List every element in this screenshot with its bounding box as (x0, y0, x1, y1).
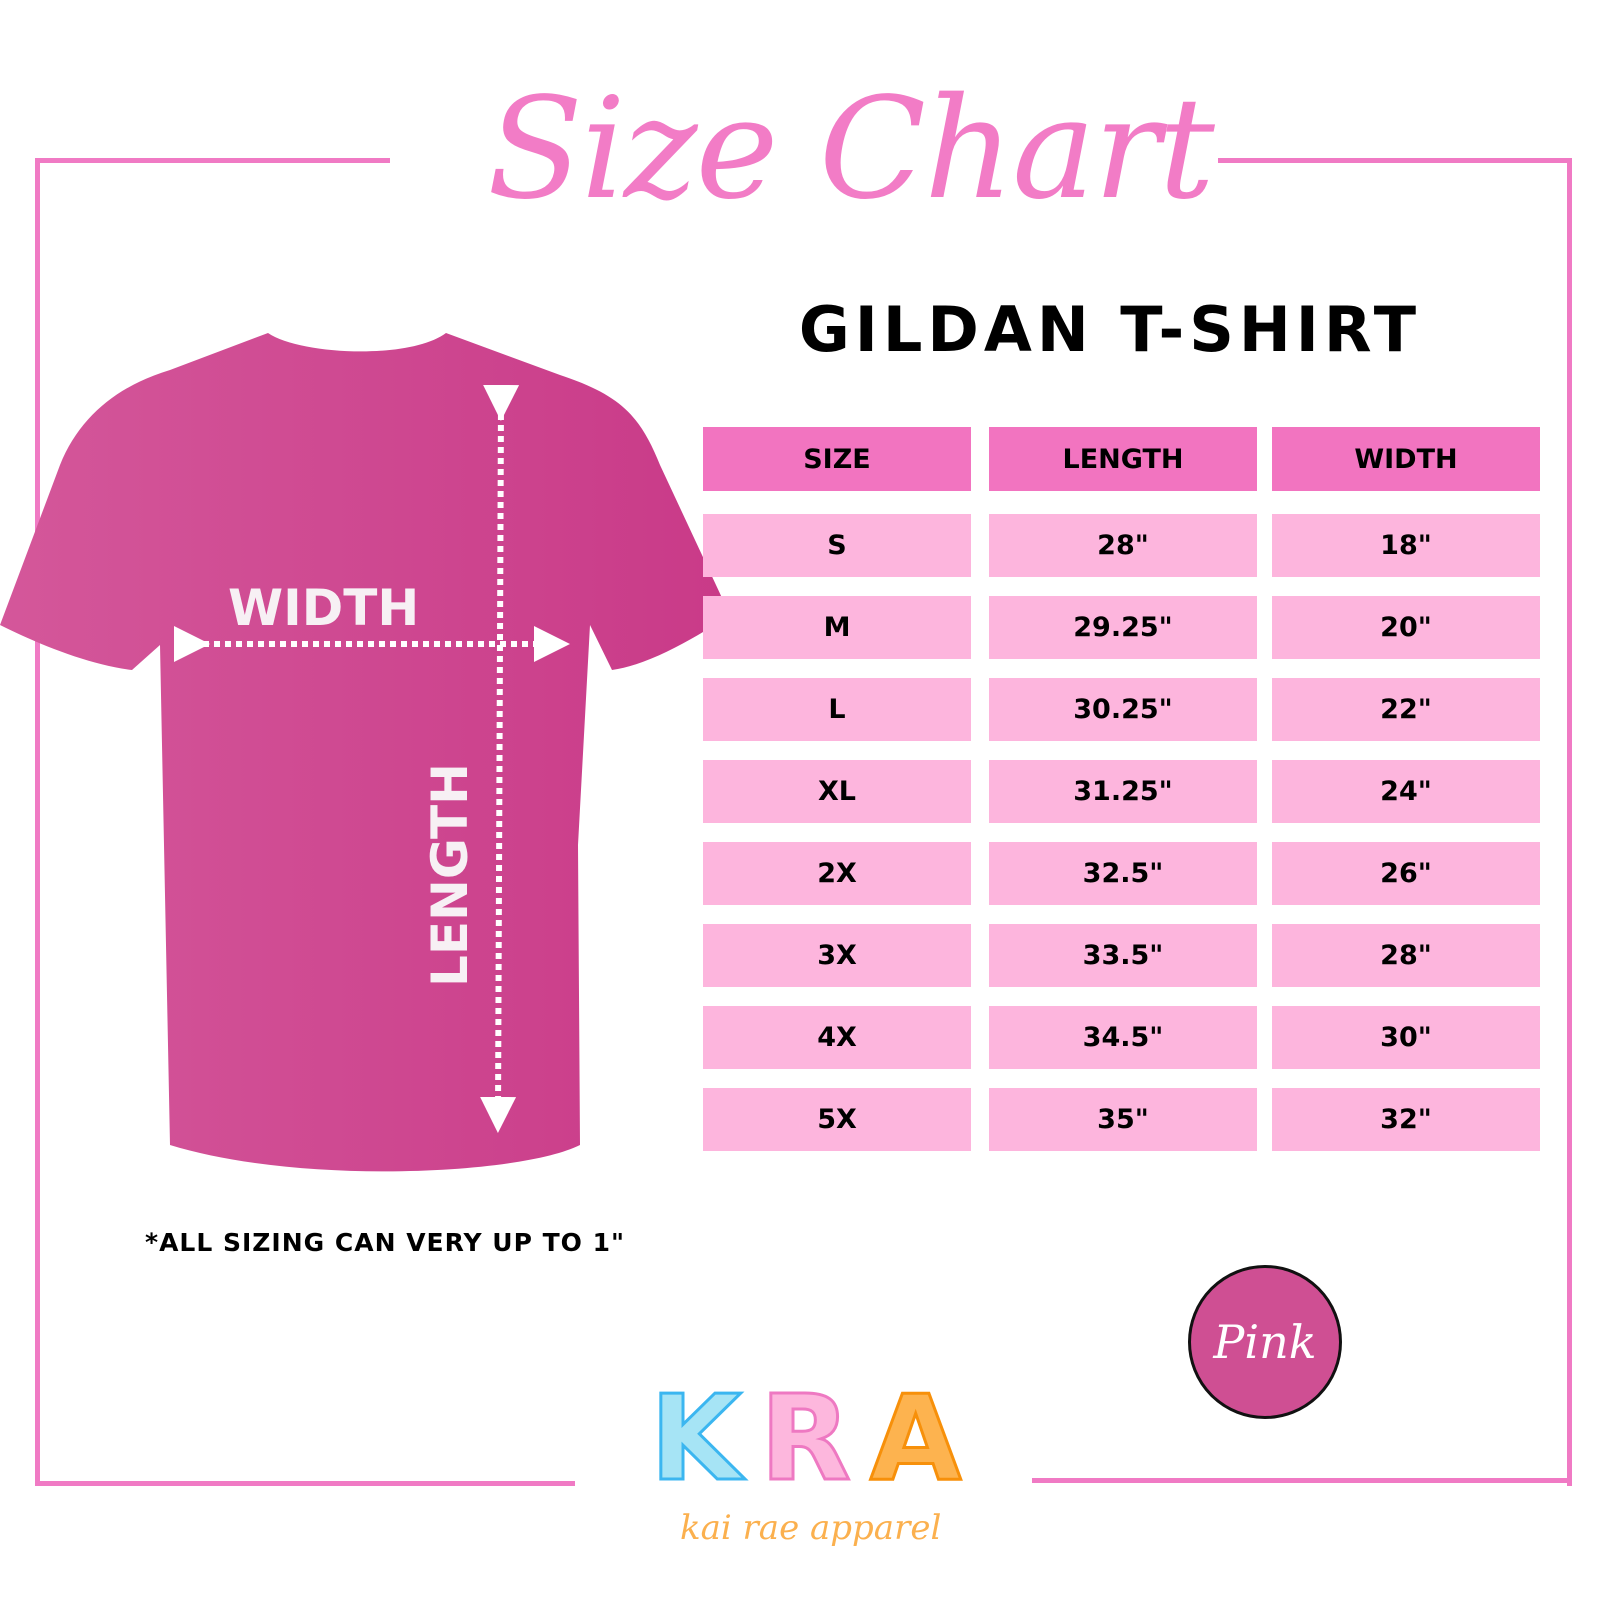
cell-size: 4X (703, 1006, 971, 1069)
logo-tagline: kai rae apparel (680, 1508, 942, 1548)
tshirt-body (0, 333, 730, 1172)
cell-size: M (703, 596, 971, 659)
cell-width: 32" (1272, 1088, 1540, 1151)
cell-size: L (703, 678, 971, 741)
sizing-note: *ALL SIZING CAN VERY UP TO 1" (145, 1228, 626, 1257)
length-arrow (480, 384, 520, 1133)
cell-size: 2X (703, 842, 971, 905)
length-label: LENGTH (421, 763, 479, 987)
width-label: WIDTH (228, 579, 420, 637)
cell-width: 20" (1272, 596, 1540, 659)
cell-length: 32.5" (989, 842, 1257, 905)
cell-width: 28" (1272, 924, 1540, 987)
header-width: WIDTH (1272, 427, 1540, 491)
tshirt-illustration (0, 333, 730, 1172)
frame-bottom-left (35, 1481, 575, 1486)
cell-length: 34.5" (989, 1006, 1257, 1069)
brand-logo: K R A kai rae apparel (648, 1369, 1010, 1558)
cell-length: 28" (989, 514, 1257, 577)
cell-width: 18" (1272, 514, 1540, 577)
cell-length: 33.5" (989, 924, 1257, 987)
cell-size: 5X (703, 1088, 971, 1151)
color-badge-label: Pink (1213, 1315, 1317, 1369)
cell-length: 30.25" (989, 678, 1257, 741)
logo-letter-r: R (759, 1369, 853, 1507)
frame-top-right (1218, 158, 1572, 163)
cell-length: 35" (989, 1088, 1257, 1151)
header-size: SIZE (703, 427, 971, 491)
header-length: LENGTH (989, 427, 1257, 491)
cell-length: 29.25" (989, 596, 1257, 659)
product-subtitle: GILDAN T-SHIRT (798, 293, 1422, 366)
cell-size: S (703, 514, 971, 577)
cell-width: 24" (1272, 760, 1540, 823)
logo-letter-k: K (648, 1369, 742, 1507)
cell-width: 22" (1272, 678, 1540, 741)
color-badge: Pink (1188, 1265, 1342, 1419)
cell-width: 30" (1272, 1006, 1540, 1069)
frame-right (1567, 158, 1572, 1486)
cell-length: 31.25" (989, 760, 1257, 823)
logo-letter-a: A (868, 1369, 962, 1507)
frame-bottom-right (1032, 1478, 1572, 1483)
cell-size: XL (703, 760, 971, 823)
page-title: Size Chart (487, 68, 1215, 231)
frame-top-left (35, 158, 390, 163)
frame-left (35, 158, 40, 1486)
cell-width: 26" (1272, 842, 1540, 905)
cell-size: 3X (703, 924, 971, 987)
